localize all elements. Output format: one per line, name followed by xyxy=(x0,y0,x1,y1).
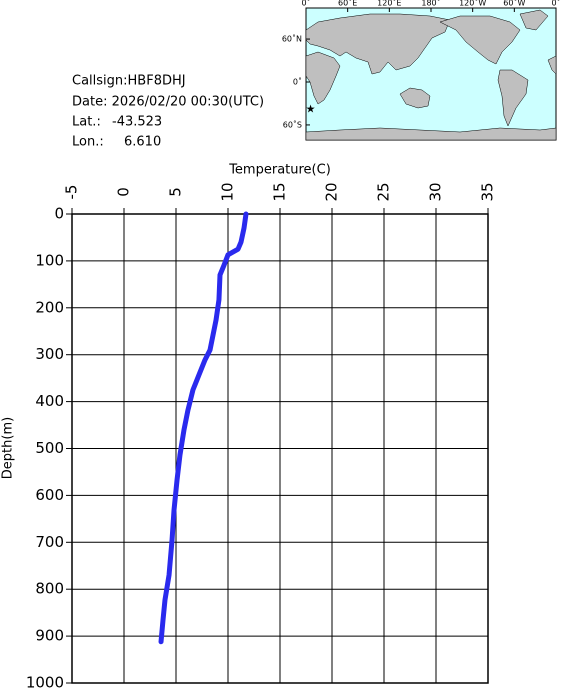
y-tick-label: 200 xyxy=(35,298,64,316)
map-lon-label: 180˚ xyxy=(421,0,440,8)
map-lon-label: 120˚W xyxy=(459,0,486,8)
profile-line xyxy=(158,211,249,645)
y-tick-label: 1000 xyxy=(26,674,64,690)
map-lon-label: 60˚E xyxy=(338,0,357,8)
x-tick-label: 0 xyxy=(115,187,133,197)
y-tick-label: 0 xyxy=(54,205,64,223)
map-lat-label: 60˚S xyxy=(283,119,302,129)
world-map xyxy=(305,7,557,141)
south-america xyxy=(497,69,529,127)
map-lat-label: 60˚N xyxy=(282,34,302,44)
x-tick-label: 20 xyxy=(323,182,341,201)
australia xyxy=(399,87,431,109)
africa-west xyxy=(547,55,557,75)
map-lon-label: 0˚ xyxy=(551,0,560,8)
map-lat-label: 0˚ xyxy=(293,77,302,87)
eurasia xyxy=(305,13,451,75)
callsign: Callsign:HBF8DHJ xyxy=(72,74,186,89)
map-lon-label: 0˚ xyxy=(301,0,310,8)
greenland xyxy=(519,9,549,31)
y-tick-label: 800 xyxy=(35,580,64,598)
x-tick-label: 15 xyxy=(271,182,289,201)
x-tick-label: 35 xyxy=(479,182,497,201)
x-tick-label: 5 xyxy=(167,187,185,197)
x-tick-label: 30 xyxy=(427,182,445,201)
africa xyxy=(305,51,341,105)
location-marker: ★ xyxy=(306,103,316,116)
x-tick-label: 25 xyxy=(375,182,393,201)
x-axis-title: Temperature(C) xyxy=(228,163,331,178)
antarctica xyxy=(305,127,557,141)
y-tick-label: 400 xyxy=(35,392,64,410)
lon-label: Lon.: xyxy=(72,135,104,150)
map-lon-label: 120˚E xyxy=(377,0,401,8)
y-tick-label: 100 xyxy=(35,251,64,269)
lon-value: 6.610 xyxy=(124,135,161,150)
x-tick-label: -5 xyxy=(63,185,81,200)
y-tick-label: 300 xyxy=(35,345,64,363)
map-lon-label: 60˚W xyxy=(503,0,525,8)
y-axis-title: Depth(m) xyxy=(1,417,16,479)
lat-label: Lat.: xyxy=(72,115,101,130)
y-tick-label: 900 xyxy=(35,627,64,645)
y-tick-label: 500 xyxy=(35,439,64,457)
lat-value: -43.523 xyxy=(112,115,162,130)
x-tick-label: 10 xyxy=(219,182,237,201)
y-tick-label: 700 xyxy=(35,533,64,551)
north-america xyxy=(439,15,521,65)
date: Date: 2026/02/20 00:30(UTC) xyxy=(72,95,264,110)
y-tick-label: 600 xyxy=(35,486,64,504)
